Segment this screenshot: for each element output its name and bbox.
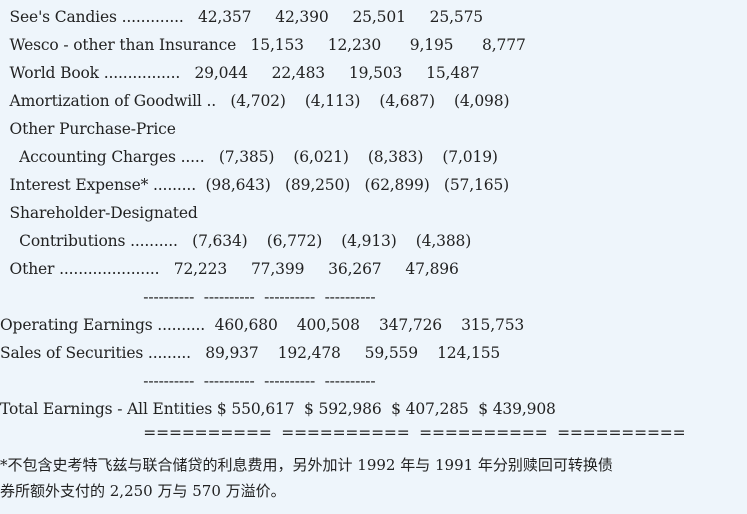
row-contributions: Contributions .......... (7,634) (6,772)… xyxy=(0,232,472,250)
double-rule-separator: ========== ========== ========== =======… xyxy=(0,424,686,442)
row-accounting-charges: Accounting Charges ..... (7,385) (6,021)… xyxy=(0,148,498,166)
row-total-earnings: Total Earnings - All Entities $ 550,617 … xyxy=(0,400,556,418)
footnote-line-1: *不包含史考特飞兹与联合储贷的利息费用，另外加计 1992 年与 1991 年分… xyxy=(0,456,613,474)
row-amortization-goodwill: Amortization of Goodwill .. (4,702) (4,1… xyxy=(0,92,510,110)
row-shareholder-designated: Shareholder-Designated xyxy=(0,204,198,222)
footnote-line-2: 券所额外支付的 2,250 万与 570 万溢价。 xyxy=(0,482,286,500)
row-wesco: Wesco - other than Insurance 15,153 12,2… xyxy=(0,36,526,54)
row-interest-expense: Interest Expense* ......... (98,643) (89… xyxy=(0,176,510,194)
dash-separator: ---------- ---------- ---------- -------… xyxy=(0,288,376,306)
row-other: Other ..................... 72,223 77,39… xyxy=(0,260,459,278)
row-operating-earnings: Operating Earnings .......... 460,680 40… xyxy=(0,316,525,334)
dash-separator: ---------- ---------- ---------- -------… xyxy=(0,372,376,390)
row-sees-candies: See's Candies ............. 42,357 42,39… xyxy=(0,8,484,26)
row-other-purchase-price: Other Purchase-Price xyxy=(0,120,176,138)
row-sales-of-securities: Sales of Securities ......... 89,937 192… xyxy=(0,344,501,362)
footnote: *不包含史考特飞兹与联合储贷的利息费用，另外加计 1992 年与 1991 年分… xyxy=(0,452,747,504)
row-world-book: World Book ................ 29,044 22,48… xyxy=(0,64,480,82)
